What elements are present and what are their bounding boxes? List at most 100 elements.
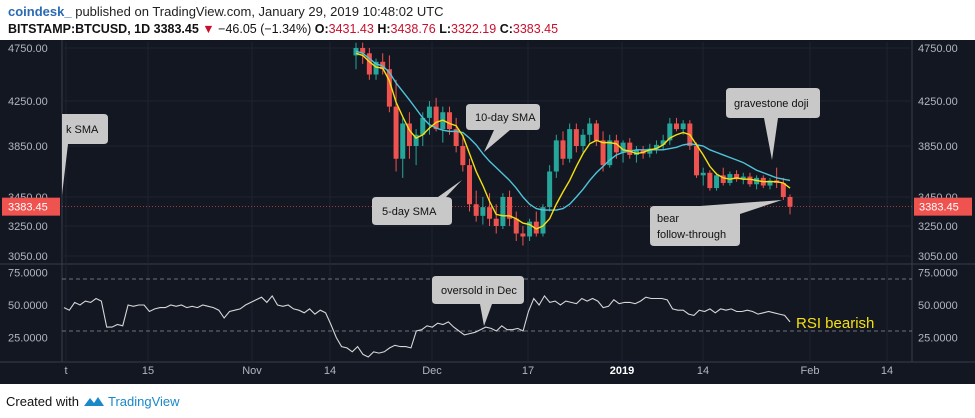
- publish-line: coindesk_ published on TradingView.com, …: [8, 4, 444, 19]
- rsi-tick-label-left: 50.0000: [8, 300, 48, 312]
- candle-body: [700, 172, 706, 176]
- x-tick-label: t: [64, 365, 67, 377]
- sma5-callout: [372, 180, 462, 225]
- gravestone-callout: [726, 88, 820, 160]
- candle-body: [647, 148, 653, 154]
- symbol-line: BITSTAMP:BTCUSD, 1D 3383.45 ▼ −46.05 (−1…: [8, 22, 558, 36]
- candle-body: [527, 221, 533, 237]
- rsi-line: [63, 294, 791, 358]
- price-change: −46.05 (−1.34%): [218, 22, 312, 36]
- candle-body: [707, 172, 713, 189]
- rsi-tick-label-left: 75.0000: [8, 268, 48, 280]
- y-tick-label-left: 3850.00: [8, 141, 48, 153]
- last-price: 3383.45: [153, 22, 199, 36]
- candle-body: [533, 221, 539, 234]
- x-tick-label: Dec: [422, 365, 442, 377]
- tradingview-text[interactable]: TradingView: [108, 394, 180, 409]
- open-label: O:: [314, 22, 329, 36]
- candle-body: [480, 207, 486, 216]
- rsi-tick-label-left: 25.0000: [8, 333, 48, 345]
- candle-body: [740, 176, 746, 180]
- candle-body: [413, 134, 419, 146]
- oversold-callout: [432, 276, 524, 326]
- sma5-label: 5-day SMA: [382, 206, 437, 218]
- x-tick-label: 14: [697, 365, 709, 377]
- symbol-name: BITSTAMP:BTCUSD, 1D: [8, 22, 151, 36]
- high-label: H:: [377, 22, 391, 36]
- candle-body: [520, 233, 526, 237]
- footer: Created with TradingView: [6, 394, 180, 410]
- candle-body: [507, 197, 513, 219]
- candle-body: [406, 123, 412, 146]
- close-value: 3383.45: [512, 22, 559, 36]
- candle-body: [487, 207, 493, 219]
- candle-body: [747, 176, 753, 185]
- candle-body: [473, 204, 479, 216]
- candle-body: [386, 69, 392, 107]
- candle-body: [360, 48, 366, 54]
- y-tick-label-right: 3250.00: [918, 221, 958, 233]
- y-tick-label-right: 4750.00: [918, 43, 958, 55]
- candle-body: [587, 123, 593, 135]
- candle-body: [433, 106, 439, 130]
- candle-body: [673, 123, 679, 130]
- candle-body: [600, 140, 606, 166]
- y-tick-label-right: 3850.00: [918, 141, 958, 153]
- candle-body: [553, 140, 559, 172]
- candle-body: [607, 140, 613, 166]
- candle-body: [680, 123, 686, 130]
- candle-body: [667, 123, 673, 141]
- gravestone-label: gravestone doji: [734, 98, 809, 110]
- published-text: published on TradingView.com, January 29…: [75, 4, 444, 19]
- last-price-tag-left: [2, 197, 60, 216]
- bear-label-2: follow-through: [657, 229, 726, 241]
- candle-body: [540, 207, 546, 234]
- candle-body: [620, 142, 626, 153]
- candle-body: [567, 129, 573, 159]
- candle-body: [500, 197, 506, 226]
- candle-body: [580, 134, 586, 146]
- sma-left-callout: [62, 114, 108, 195]
- candle-body: [767, 180, 773, 186]
- sma10-label: 10-day SMA: [475, 112, 536, 124]
- x-tick-label: Nov: [242, 365, 262, 377]
- open-value: 3431.43: [328, 22, 374, 36]
- candle-body: [560, 140, 566, 159]
- low-value: 3322.19: [451, 22, 497, 36]
- candle-body: [734, 174, 740, 180]
- rsi-tick-label-right: 25.0000: [918, 333, 958, 345]
- candle-body: [467, 165, 473, 205]
- y-tick-label-left: 3250.00: [8, 221, 48, 233]
- candle-body: [694, 146, 700, 176]
- created-with-text: Created with: [6, 394, 79, 409]
- high-value: 3438.76: [390, 22, 436, 36]
- y-tick-label-right: 3050.00: [918, 251, 958, 263]
- bear-label-1: bear: [657, 213, 679, 225]
- last-price-tag-right: [914, 197, 972, 216]
- coindesk-brand: coindesk_: [8, 4, 72, 19]
- candle-body: [627, 142, 633, 155]
- x-tick-label: 14: [324, 365, 336, 377]
- candle-body: [366, 53, 372, 75]
- sma10-line: [355, 50, 791, 211]
- y-tick-label-right: 4250.00: [918, 96, 958, 108]
- down-arrow-icon: ▼: [202, 22, 215, 36]
- x-tick-label: 2019: [610, 365, 634, 377]
- candle-body: [653, 144, 659, 149]
- candle-body: [547, 171, 553, 208]
- candle-body: [373, 61, 379, 75]
- candle-body: [660, 140, 666, 145]
- candle-body: [714, 175, 720, 189]
- sma10-callout: [466, 104, 540, 152]
- candle-body: [787, 197, 793, 207]
- y-tick-label-left: 4250.00: [8, 96, 48, 108]
- candle-body: [593, 123, 599, 141]
- candle-body: [720, 175, 726, 183]
- candle-body: [400, 123, 406, 159]
- candle-body: [453, 129, 459, 146]
- candle-body: [420, 117, 426, 135]
- candle-body: [613, 140, 619, 153]
- sma5-line: [355, 52, 791, 230]
- candle-body: [633, 149, 639, 155]
